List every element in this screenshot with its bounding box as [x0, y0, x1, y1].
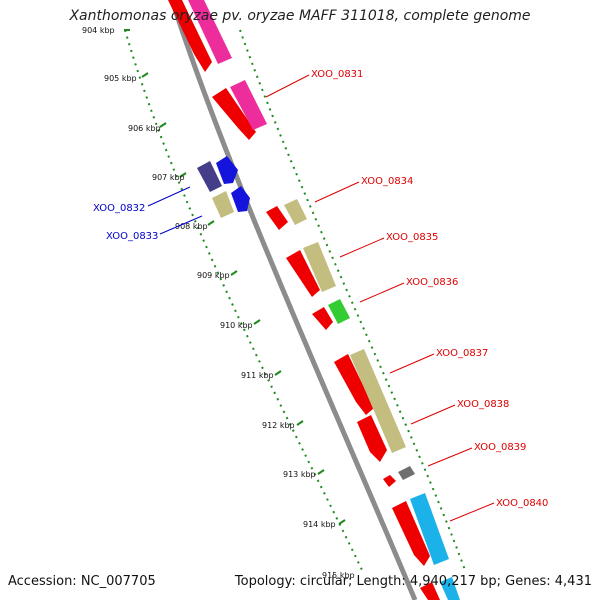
kbp-label: 909 kbp — [197, 271, 230, 280]
kbp-labels: 904 kbp 905 kbp 906 kbp 907 kbp 908 kbp … — [82, 26, 355, 580]
kbp-label: 910 kbp — [220, 321, 253, 330]
gene-arrow — [197, 161, 222, 192]
gene-label: XOO_0832 — [93, 203, 145, 214]
gene-label: XOO_0836 — [406, 277, 458, 288]
kbp-label: 904 kbp — [82, 26, 115, 35]
kbp-label: 912 kbp — [262, 421, 295, 430]
tick-track-outer — [124, 29, 363, 571]
gene-arrow — [230, 80, 267, 130]
map-title: Xanthomonas oryzae pv. oryzae MAFF 31101… — [69, 8, 531, 24]
gene-arrow — [357, 415, 387, 462]
gene-arrow — [303, 242, 336, 292]
gene-arrow — [398, 466, 415, 480]
accession-text: Accession: NC_007705 — [8, 574, 156, 589]
gene-arrow — [212, 191, 234, 218]
gene-label: XOO_0837 — [436, 348, 488, 359]
tick-track-inner — [239, 29, 466, 571]
reverse-leaders — [147, 186, 203, 235]
gene-labels: XOO_0831 XOO_0834 XOO_0835 XOO_0836 XOO_… — [93, 69, 548, 509]
gene-label: XOO_0840 — [496, 498, 548, 509]
kbp-label: 913 kbp — [283, 470, 316, 479]
kbp-label: 906 kbp — [128, 124, 161, 133]
gene-arrow — [216, 156, 238, 184]
genome-backbone — [169, 0, 418, 600]
gene-arrow — [312, 307, 333, 330]
kbp-label: 907 kbp — [152, 173, 185, 182]
gene-arrow — [410, 493, 449, 565]
gene-arrow — [334, 354, 374, 415]
forward-leaders — [265, 74, 495, 522]
gene-arrow — [392, 501, 430, 566]
gene-arrow — [420, 582, 440, 600]
gene-arrow — [350, 349, 406, 453]
kbp-label: 911 kbp — [241, 371, 274, 380]
gene-arrow — [231, 186, 250, 212]
kbp-ticks — [124, 29, 346, 525]
kbp-label: 915 kbp — [322, 571, 355, 580]
topology-text: Topology: circular; Length: 4,940,217 bp… — [234, 574, 592, 589]
gene-label: XOO_0839 — [474, 442, 526, 453]
gene-arrow — [383, 475, 396, 487]
gene-label: XOO_0834 — [361, 176, 413, 187]
kbp-label: 905 kbp — [104, 74, 137, 83]
gene-arrow — [328, 299, 350, 324]
gene-arrow — [188, 0, 232, 64]
gene-arrow — [212, 88, 256, 140]
kbp-label: 914 kbp — [303, 520, 336, 529]
gene-arrow — [440, 577, 460, 600]
gene-label: XOO_0838 — [457, 399, 509, 410]
gene-label: XOO_0833 — [106, 231, 158, 242]
gene-arrow — [168, 0, 212, 72]
gene-arrow — [286, 250, 320, 297]
gene-label: XOO_0831 — [311, 69, 363, 80]
forward-genes — [168, 0, 460, 600]
gene-label: XOO_0835 — [386, 232, 438, 243]
gene-arrow — [266, 206, 288, 230]
gene-arrow — [284, 199, 307, 225]
kbp-label: 908 kbp — [175, 222, 208, 231]
reverse-genes — [197, 156, 250, 218]
